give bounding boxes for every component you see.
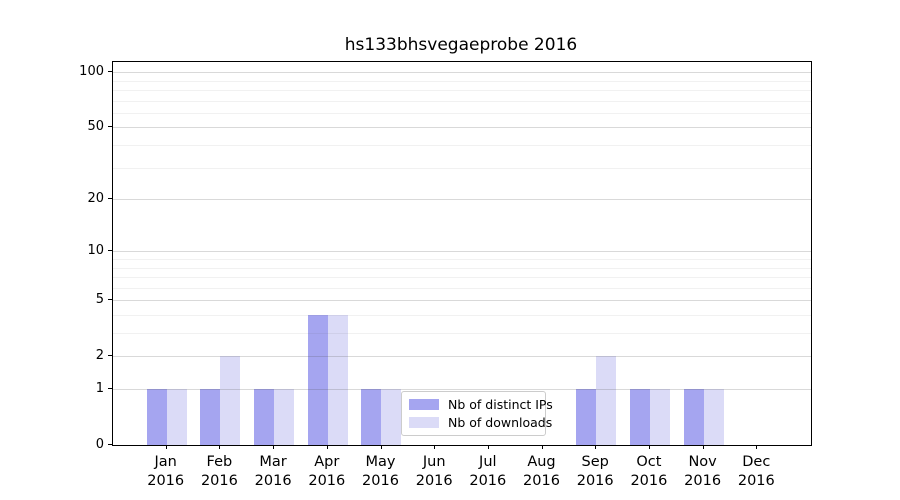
x-tick-label: Mar 2016	[254, 454, 292, 489]
y-tick-label: 100	[79, 63, 104, 79]
bar-downloads-feb	[220, 356, 241, 445]
x-tick	[702, 445, 704, 449]
minor-gridline	[113, 333, 811, 334]
y-tick	[108, 198, 112, 199]
x-tick-label: Jul 2016	[469, 454, 507, 489]
x-tick-label: Apr 2016	[308, 454, 346, 489]
major-gridline	[113, 389, 811, 390]
y-tick	[108, 444, 112, 445]
y-tick-label: 20	[87, 190, 104, 206]
y-tick	[108, 71, 112, 73]
legend-label-downloads: Nb of downloads	[448, 415, 553, 430]
bar-distinct-ips-apr	[307, 314, 328, 445]
y-tick	[108, 250, 112, 252]
x-tick-label: Dec 2016	[737, 454, 775, 489]
x-tick	[595, 445, 597, 449]
minor-gridline	[113, 100, 811, 102]
bar-distinct-ips-nov	[683, 388, 704, 445]
legend: Nb of distinct IPs Nb of downloads	[401, 391, 553, 436]
bar-downloads-oct	[649, 388, 670, 445]
x-tick-label: Sep 2016	[576, 454, 614, 489]
major-gridline	[113, 127, 811, 129]
minor-gridline	[113, 287, 811, 289]
minor-gridline	[113, 315, 811, 316]
major-gridline	[113, 356, 811, 358]
x-tick-label: Feb 2016	[200, 454, 238, 489]
x-tick	[541, 445, 543, 449]
y-tick	[108, 388, 112, 389]
x-tick-label: Oct 2016	[630, 454, 668, 489]
x-tick	[326, 445, 328, 449]
minor-gridline	[113, 89, 811, 91]
x-tick-label: Jan 2016	[147, 454, 185, 489]
minor-gridline	[113, 267, 811, 269]
chart-title: hs133bhsvegaeprobe 2016	[344, 35, 578, 55]
minor-gridline	[113, 80, 811, 82]
major-gridline	[113, 72, 811, 74]
x-tick-label: Nov 2016	[684, 454, 722, 489]
major-gridline	[113, 251, 811, 253]
bar-distinct-ips-jan	[146, 388, 167, 445]
x-tick-label: Jun 2016	[415, 454, 453, 489]
x-tick	[380, 445, 382, 449]
y-tick-label: 10	[87, 242, 104, 258]
bar-distinct-ips-feb	[200, 388, 221, 445]
bar-downloads-nov	[703, 388, 724, 445]
x-tick	[648, 445, 650, 449]
plot-area	[112, 61, 812, 446]
major-gridline	[113, 199, 811, 200]
bar-distinct-ips-mar	[254, 388, 275, 445]
minor-gridline	[113, 167, 811, 169]
bar-distinct-ips-sep	[576, 388, 597, 445]
y-tick	[108, 355, 112, 357]
x-tick	[434, 445, 436, 449]
x-tick	[487, 445, 489, 449]
y-tick	[108, 126, 112, 128]
y-tick-label: 1	[95, 380, 104, 396]
x-tick-label: Aug 2016	[523, 454, 560, 489]
bar-distinct-ips-may	[361, 388, 382, 445]
bar-downloads-apr	[327, 314, 348, 445]
legend-swatch-downloads	[409, 417, 439, 428]
minor-gridline	[113, 259, 811, 260]
minor-gridline	[113, 112, 811, 114]
y-tick-label: 5	[95, 291, 104, 307]
minor-gridline	[113, 144, 811, 146]
minor-gridline	[113, 277, 811, 278]
x-tick	[165, 445, 167, 449]
legend-label-distinct-ips: Nb of distinct IPs	[448, 397, 553, 412]
bar-downloads-sep	[596, 356, 617, 445]
bar-downloads-mar	[274, 388, 295, 445]
bar-downloads-jan	[166, 388, 187, 445]
bar-downloads-may	[381, 388, 402, 445]
legend-entry-distinct-ips: Nb of distinct IPs	[409, 397, 553, 412]
legend-entry-downloads: Nb of downloads	[409, 415, 552, 430]
bar-distinct-ips-oct	[629, 388, 650, 445]
x-tick-label: May 2016	[362, 454, 399, 489]
y-tick-label: 50	[87, 118, 104, 134]
y-tick	[108, 299, 112, 301]
major-gridline	[113, 300, 811, 302]
y-tick-label: 2	[95, 347, 104, 363]
x-tick	[273, 445, 275, 449]
x-tick	[756, 445, 758, 449]
y-tick-label: 0	[95, 436, 104, 452]
x-tick	[219, 445, 221, 449]
legend-swatch-distinct-ips	[409, 399, 439, 410]
